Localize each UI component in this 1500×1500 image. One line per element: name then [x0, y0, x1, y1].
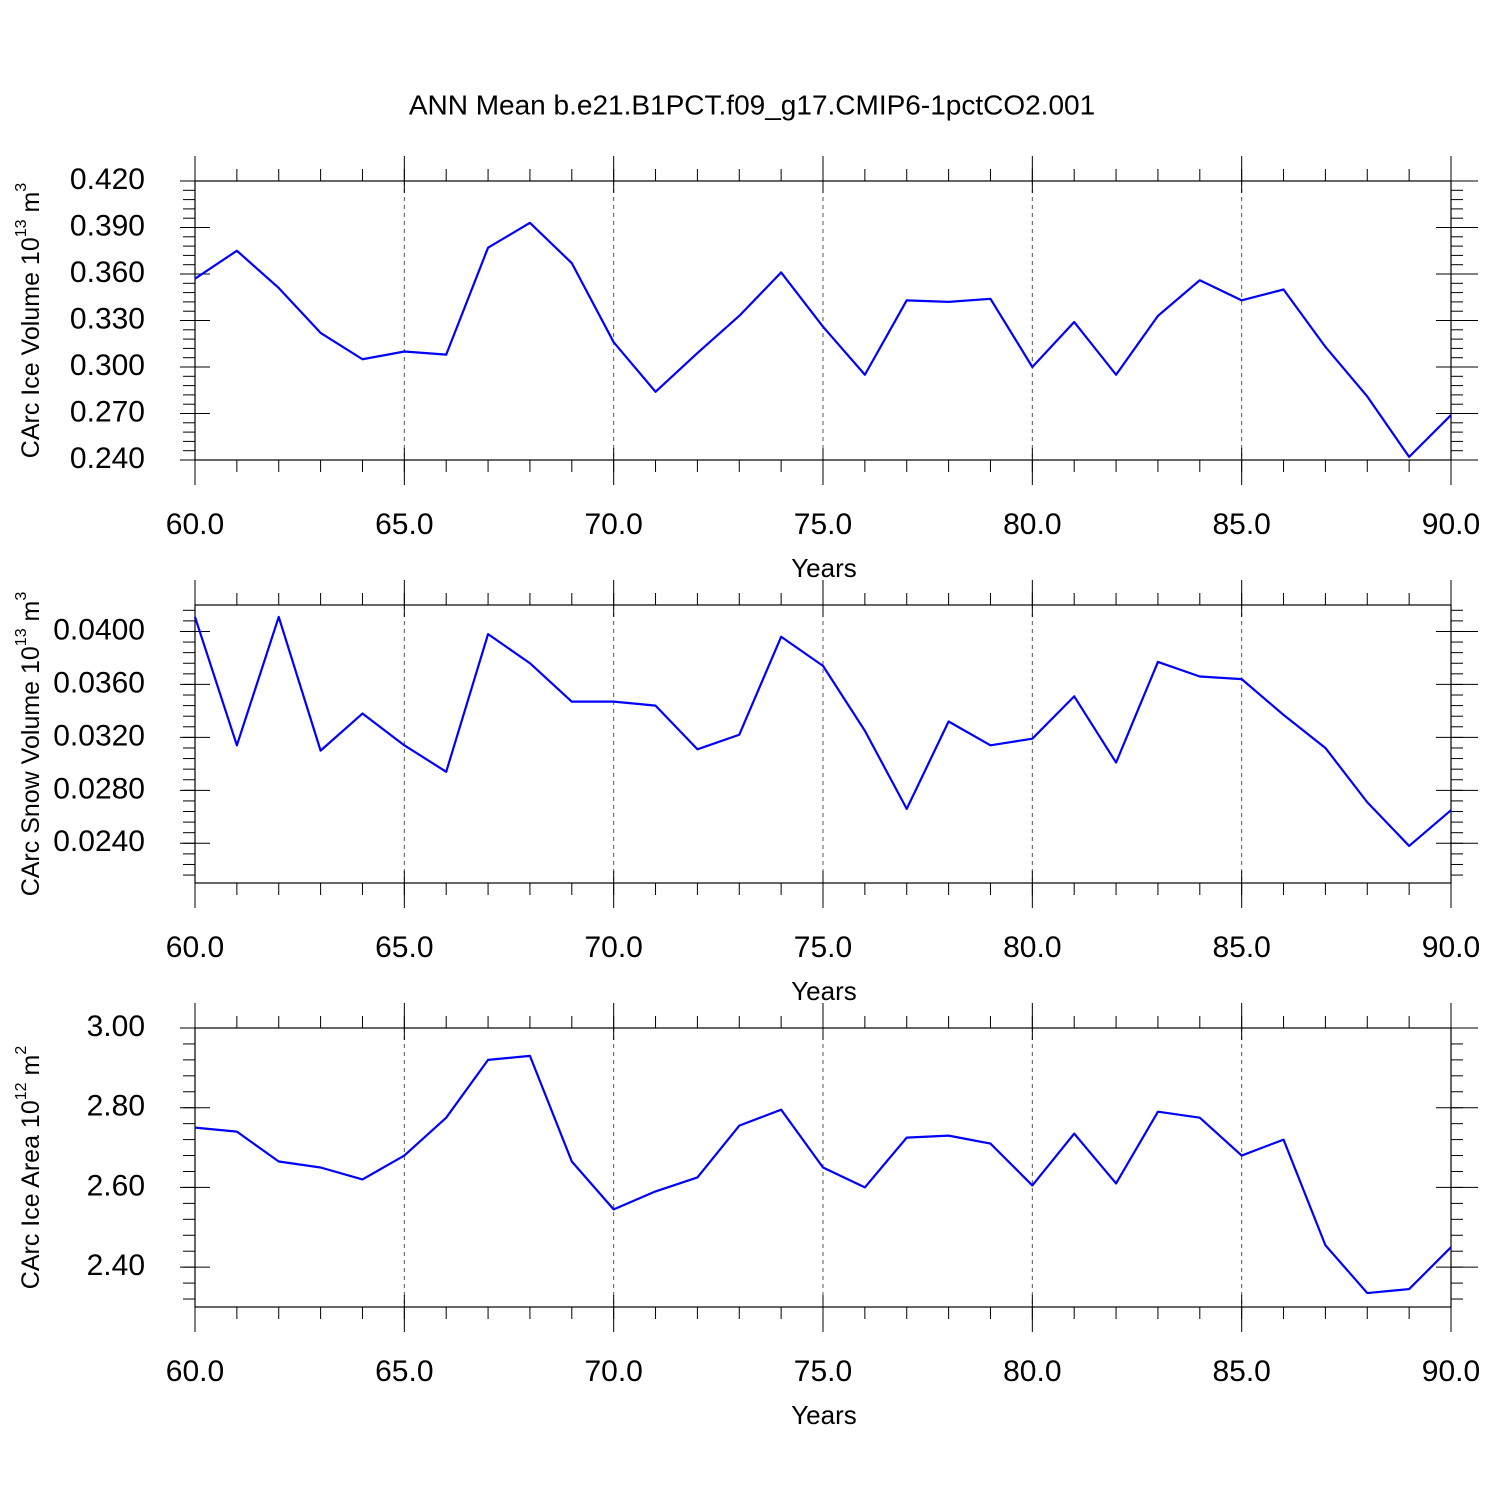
- y-axis-label-superscript: 13: [13, 219, 30, 237]
- data-line: [194, 221, 1452, 458]
- x-tick-label: 90.0: [1422, 931, 1480, 964]
- y-tick-label: 2.80: [87, 1090, 145, 1123]
- x-tick-label: 75.0: [794, 508, 852, 541]
- y-axis-label-superscript: 13: [13, 628, 30, 646]
- y-tick-label: 0.360: [70, 256, 145, 289]
- y-tick-label: 0.390: [70, 209, 145, 242]
- y-axis-label: CArc Snow Volume 1013 m3: [13, 592, 44, 897]
- y-tick-label: 0.270: [70, 395, 145, 428]
- x-tick-label: 65.0: [375, 508, 433, 541]
- data-line: [194, 1054, 1452, 1295]
- y-tick-label: 0.330: [70, 302, 145, 335]
- x-tick-label: 70.0: [584, 508, 642, 541]
- y-axis-label: CArc Ice Area 1012 m2: [13, 1046, 44, 1290]
- x-tick-label: 90.0: [1422, 508, 1480, 541]
- chart-title: ANN Mean b.e21.B1PCT.f09_g17.CMIP6-1pctC…: [409, 89, 1095, 120]
- y-axis-label-part: CArc Ice Area 10: [17, 1100, 45, 1289]
- y-tick-label: 2.40: [87, 1249, 145, 1282]
- x-tick-label: 90.0: [1422, 1355, 1480, 1388]
- x-tick-label: 65.0: [375, 1355, 433, 1388]
- x-tick-label: 80.0: [1003, 931, 1061, 964]
- x-tick-label: 70.0: [584, 931, 642, 964]
- y-axis-label-superscript: 2: [13, 1046, 30, 1055]
- y-tick-label: 3.00: [87, 1010, 145, 1043]
- y-tick-label: 0.300: [70, 349, 145, 382]
- plot-frame: [194, 1027, 1452, 1308]
- y-axis-label-part: CArc Ice Volume 10: [17, 237, 45, 458]
- y-tick-label: 0.0320: [53, 719, 145, 752]
- x-tick-label: 65.0: [375, 931, 433, 964]
- data-line: [193, 615, 1452, 848]
- plot-frame: [194, 604, 1452, 884]
- x-tick-label: 75.0: [794, 931, 852, 964]
- y-axis-label-superscript: 3: [13, 183, 30, 192]
- x-tick-label: 60.0: [166, 931, 224, 964]
- y-tick-label: 0.0360: [53, 666, 145, 699]
- y-axis-label-part: m: [17, 192, 45, 220]
- x-tick-label: 85.0: [1212, 1355, 1270, 1388]
- x-tick-label: 80.0: [1003, 1355, 1061, 1388]
- x-tick-label: 70.0: [584, 1355, 642, 1388]
- y-tick-label: 0.0240: [53, 825, 145, 858]
- y-axis-label-part: m: [17, 1055, 45, 1083]
- x-tick-label: 85.0: [1212, 508, 1270, 541]
- y-tick-label: 0.0280: [53, 772, 145, 805]
- x-tick-label: 75.0: [794, 1355, 852, 1388]
- y-axis-label: CArc Ice Volume 1013 m3: [13, 183, 44, 459]
- y-tick-label: 0.420: [70, 163, 145, 196]
- x-tick-label: 85.0: [1212, 931, 1270, 964]
- x-axis-label: Years: [791, 553, 857, 583]
- x-tick-label: 60.0: [166, 508, 224, 541]
- y-tick-label: 0.0400: [53, 613, 145, 646]
- x-tick-label: 80.0: [1003, 508, 1061, 541]
- x-axis-label: Years: [791, 1400, 857, 1430]
- x-tick-label: 60.0: [166, 1355, 224, 1388]
- x-axis-label: Years: [791, 976, 857, 1006]
- y-axis-label-superscript: 3: [13, 592, 30, 601]
- y-axis-label-part: CArc Snow Volume 10: [17, 646, 45, 896]
- plot-frame: [194, 180, 1452, 461]
- y-axis-label-superscript: 12: [13, 1082, 30, 1100]
- y-tick-label: 2.60: [87, 1169, 145, 1202]
- y-axis-label-part: m: [17, 601, 45, 629]
- y-tick-label: 0.240: [70, 442, 145, 475]
